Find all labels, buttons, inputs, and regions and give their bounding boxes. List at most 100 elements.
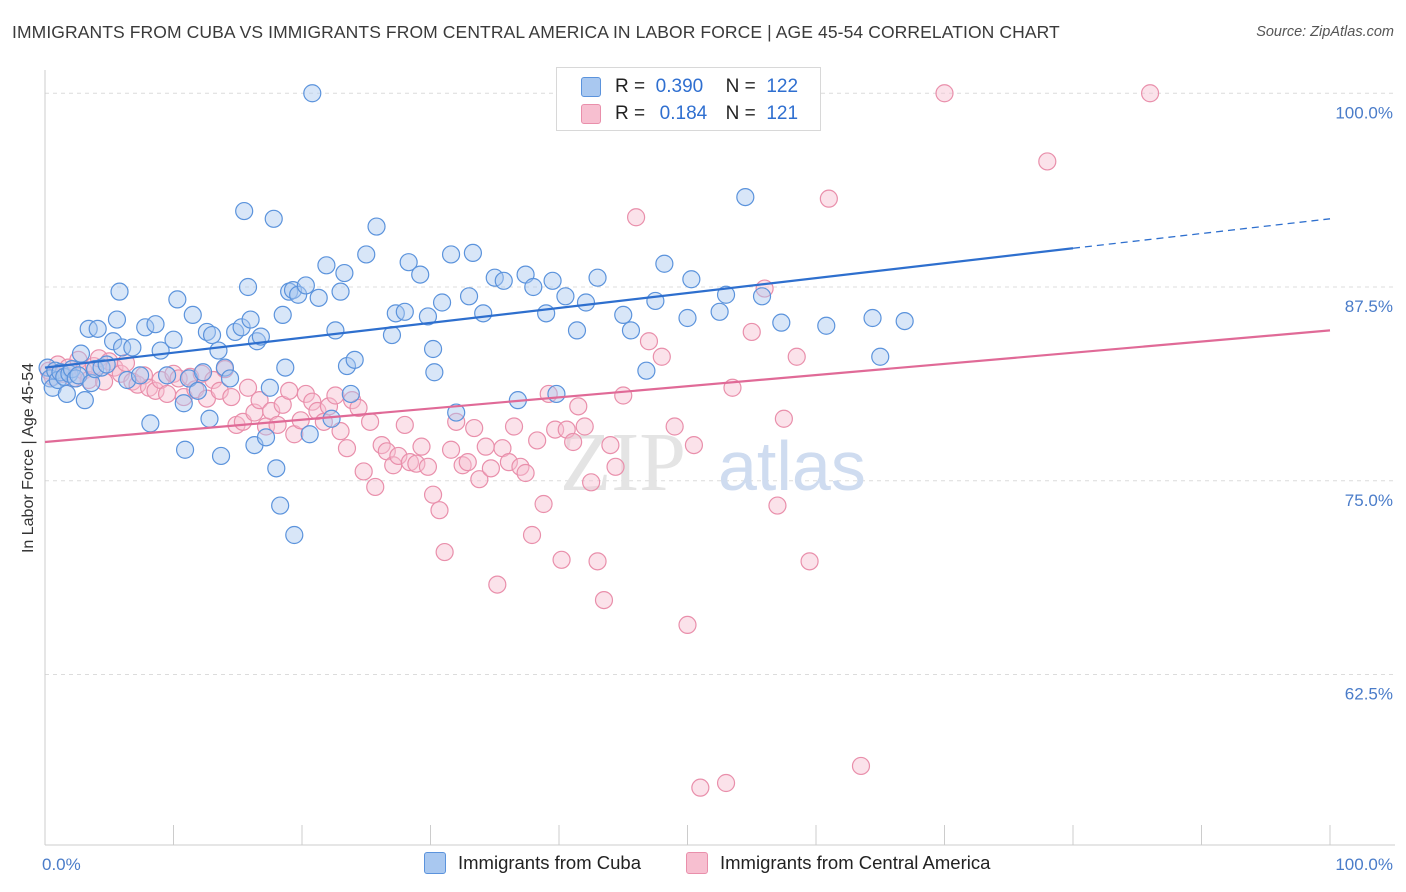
data-point-cuba — [86, 360, 105, 379]
data-point-central-america — [588, 552, 607, 571]
trend-line-cuba-extension — [1072, 218, 1331, 249]
data-point-cuba — [411, 265, 430, 284]
data-point-central-america — [516, 463, 535, 483]
data-point-cuba — [322, 409, 341, 428]
data-point-central-america — [430, 501, 449, 520]
legend-r-label: R = — [615, 76, 646, 97]
data-point-central-america — [423, 485, 443, 504]
data-point-cuba — [200, 409, 219, 428]
data-point-central-america — [308, 401, 327, 421]
data-point-central-america — [238, 378, 258, 397]
data-point-cuba — [273, 305, 292, 324]
data-point-central-america — [354, 462, 373, 481]
data-point-central-america — [716, 773, 736, 793]
data-point-cuba — [110, 282, 129, 301]
data-point-central-america — [157, 384, 177, 404]
data-point-cuba — [621, 321, 641, 340]
data-point-cuba — [345, 350, 364, 369]
data-point-cuba — [710, 302, 729, 321]
watermark-atlas: atlas — [718, 427, 866, 505]
data-point-cuba — [238, 277, 258, 297]
data-point-cuba — [432, 293, 452, 312]
legend-n-label: N = — [725, 76, 756, 97]
data-point-cuba — [136, 318, 155, 337]
data-point-cuba — [752, 287, 772, 306]
series-swatch-cuba — [424, 852, 446, 874]
data-point-cuba — [57, 384, 76, 404]
data-point-cuba — [71, 344, 91, 363]
data-point-cuba — [494, 271, 513, 290]
data-point-cuba — [157, 366, 177, 385]
data-point-cuba — [736, 188, 755, 207]
data-point-cuba — [399, 253, 418, 272]
legend-row-central-america: R = 0.184 N = 121 — [557, 100, 798, 128]
data-point-cuba — [335, 263, 354, 283]
data-point-cuba — [367, 217, 386, 236]
data-point-central-america — [349, 398, 368, 417]
data-point-central-america — [684, 436, 704, 455]
data-point-cuba — [341, 384, 360, 404]
chart-title: IMMIGRANTS FROM CUBA VS IMMIGRANTS FROM … — [12, 22, 1060, 42]
axes — [44, 70, 1395, 846]
x-tick-label: 100.0% — [1335, 855, 1393, 874]
data-point-central-america — [280, 381, 299, 400]
data-point-cuba — [357, 245, 376, 264]
data-point-cuba — [425, 363, 444, 382]
data-point-cuba — [211, 446, 231, 466]
data-point-cuba — [474, 304, 493, 323]
data-point-cuba — [300, 425, 319, 444]
data-point-cuba — [235, 201, 254, 221]
data-point-central-america — [935, 84, 954, 103]
data-point-cuba — [141, 414, 160, 433]
data-point-cuba — [130, 366, 150, 385]
data-point-central-america — [435, 542, 454, 562]
data-point-cuba — [895, 312, 914, 331]
data-point-cuba — [220, 369, 240, 388]
data-point-central-america — [614, 386, 633, 405]
source-credit: Source: ZipAtlas.com — [1256, 24, 1394, 40]
data-point-central-america — [395, 415, 414, 435]
data-point-central-america — [678, 615, 697, 635]
data-point-central-america — [303, 392, 322, 411]
data-point-central-america — [626, 208, 646, 227]
data-point-cuba — [276, 358, 295, 377]
data-point-central-america — [476, 437, 495, 456]
data-point-central-america — [800, 552, 819, 571]
data-point-central-america — [481, 459, 500, 478]
y-tick-labels: 62.5% 75.0% 87.5% 100.0% — [1335, 103, 1393, 703]
data-point-cuba — [547, 384, 566, 404]
x-tick-labels: 0.0% 100.0% — [42, 855, 1393, 874]
data-point-cuba — [215, 358, 234, 377]
data-point-cuba — [164, 330, 183, 349]
data-point-cuba — [556, 287, 575, 306]
data-point-cuba — [188, 381, 208, 400]
legend-r-value: 0.184 — [659, 103, 708, 124]
data-point-central-america — [787, 347, 806, 366]
data-point-cuba — [447, 403, 466, 422]
data-point-cuba — [289, 285, 308, 304]
data-point-central-america — [774, 409, 793, 428]
data-point-central-america — [582, 473, 601, 492]
data-point-central-america — [665, 417, 684, 436]
data-point-central-america — [819, 189, 838, 208]
watermark: ZIP atlas — [560, 416, 866, 509]
data-point-cuba — [309, 288, 328, 307]
data-point-cuba — [251, 327, 270, 346]
data-point-cuba — [817, 316, 836, 335]
legend-n-value: 121 — [766, 103, 799, 124]
data-point-cuba — [271, 496, 290, 515]
data-point-central-america — [465, 418, 484, 438]
data-point-cuba — [463, 243, 483, 262]
y-tick-label: 75.0% — [1345, 491, 1393, 510]
data-point-central-america — [504, 417, 524, 436]
data-point-central-america — [742, 322, 761, 342]
data-point-cuba — [175, 440, 195, 459]
series-legend-central-america: Immigrants from Central America — [686, 852, 990, 874]
data-point-central-america — [606, 457, 625, 476]
data-point-central-america — [488, 575, 507, 594]
data-point-central-america — [337, 439, 357, 458]
data-point-central-america — [250, 391, 269, 410]
data-point-central-america — [169, 369, 188, 388]
data-point-central-america — [441, 440, 461, 459]
